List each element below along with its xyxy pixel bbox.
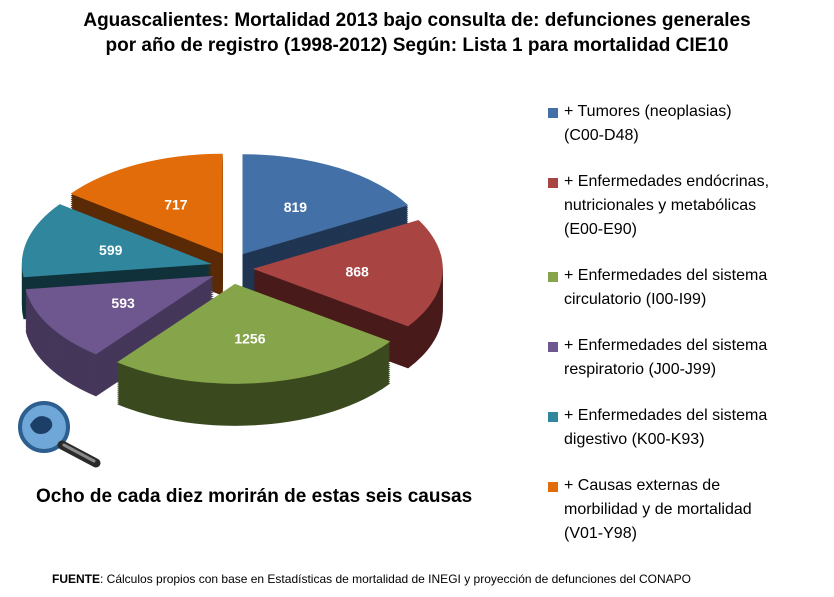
data-label: 819: [284, 199, 308, 215]
data-label: 1256: [234, 330, 265, 346]
legend-label: digestivo (K00-K93): [564, 431, 705, 448]
legend-label: circulatorio (I00-I99): [564, 291, 707, 308]
data-label: 599: [99, 242, 123, 258]
legend-label: + Enfermedades endócrinas,: [564, 173, 770, 190]
legend-label: + Enfermedades del sistema: [564, 407, 768, 424]
pie-slice: 593: [25, 275, 214, 397]
legend-label: + Tumores (neoplasias): [564, 103, 732, 120]
legend-label: (C00-D48): [564, 127, 639, 144]
footer-text: : Cálculos propios con base en Estadísti…: [100, 572, 691, 586]
chart-subtitle: Ocho de cada diez morirán de estas seis …: [36, 486, 473, 507]
data-label: 717: [164, 197, 188, 213]
legend-item: + Enfermedades del sistema respiratorio (…: [548, 334, 834, 382]
data-label: 868: [345, 264, 369, 280]
legend-label: (V01-Y98): [564, 525, 637, 542]
magnifier-icon: [18, 401, 101, 468]
slice-top: [70, 153, 223, 254]
legend-label: nutricionales y metabólicas: [564, 197, 757, 214]
legend-item: + Tumores (neoplasias) (C00-D48): [548, 100, 834, 148]
pie-slice: 1256: [117, 283, 391, 426]
legend-label: + Enfermedades del sistema: [564, 337, 768, 354]
legend-label: morbilidad y de mortalidad: [564, 501, 752, 518]
title-line: Aguascalientes: Mortalidad 2013 bajo con…: [83, 10, 751, 31]
legend-label: + Enfermedades del sistema: [564, 267, 768, 284]
slice-top: [117, 283, 391, 384]
legend-swatch: [548, 342, 558, 352]
data-label: 593: [111, 295, 135, 311]
legend-item: + Causas externas de morbilidad y de mort…: [548, 474, 834, 546]
source-footer: FUENTE: Cálculos propios con base en Est…: [52, 572, 691, 586]
legend-label: (E00-E90): [564, 221, 637, 238]
chart-title: Aguascalientes: Mortalidad 2013 bajo con…: [0, 8, 834, 58]
legend: + Tumores (neoplasias) (C00-D48) + Enferme…: [548, 100, 834, 568]
legend-item: + Enfermedades del sistema digestivo (K00…: [548, 404, 834, 452]
slice-top: [252, 219, 443, 327]
slice-top: [25, 275, 214, 355]
legend-swatch: [548, 108, 558, 118]
legend-swatch: [548, 412, 558, 422]
legend-swatch: [548, 482, 558, 492]
footer-label: FUENTE: [52, 572, 100, 586]
slice-top: [21, 204, 212, 278]
title-line: por año de registro (1998-2012) Según: L…: [105, 35, 729, 56]
legend-label: respiratorio (J00-J99): [564, 361, 717, 378]
legend-item: + Enfermedades endócrinas, nutricionales …: [548, 170, 834, 242]
slice-top: [242, 154, 409, 255]
legend-label: + Causas externas de: [564, 477, 721, 494]
legend-swatch: [548, 178, 558, 188]
legend-item: + Enfermedades del sistema circulatorio (…: [548, 264, 834, 312]
pie-slice: 868: [252, 219, 443, 369]
pie-chart: 717 819 599 868 593 1256: [21, 153, 443, 426]
legend-swatch: [548, 272, 558, 282]
